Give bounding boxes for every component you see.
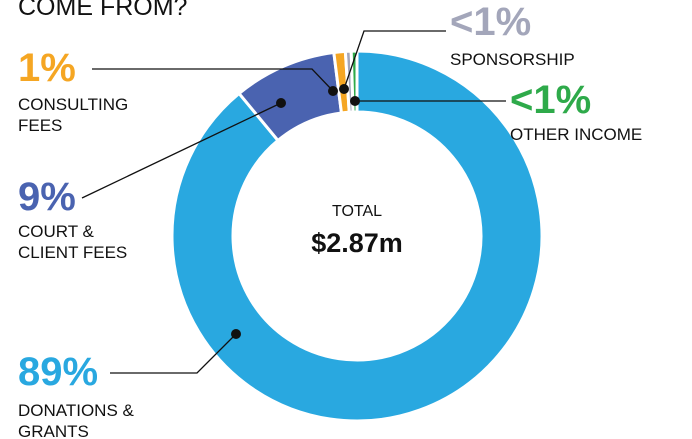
leader-dot	[276, 98, 286, 108]
value-label: 9%	[18, 175, 76, 219]
leader-dot	[350, 96, 360, 106]
leader-line	[110, 333, 237, 374]
value-label: <1%	[450, 0, 532, 44]
slice	[170, 49, 544, 423]
category-label: OTHER INCOME	[510, 125, 643, 144]
category-label: CONSULTING FEES	[18, 95, 129, 135]
total: $2.87m	[311, 228, 403, 258]
chart-title: COME FROM?	[18, 0, 188, 21]
leader-line	[92, 68, 334, 92]
leader-dot	[231, 329, 241, 339]
leader-dot	[339, 84, 349, 94]
leader-line	[343, 30, 446, 90]
leader-dot	[328, 86, 338, 96]
value-label: 1%	[18, 46, 76, 90]
leader-line	[81, 102, 282, 199]
value-label: <1%	[510, 78, 592, 122]
center-label: TOTAL	[331, 203, 383, 220]
category-label: DONATIONS & GRANTS	[18, 401, 134, 439]
value-label: 89%	[18, 350, 99, 394]
category-label: SPONSORSHIP	[450, 50, 575, 69]
category-label: COURT & CLIENT FEES	[18, 222, 128, 262]
